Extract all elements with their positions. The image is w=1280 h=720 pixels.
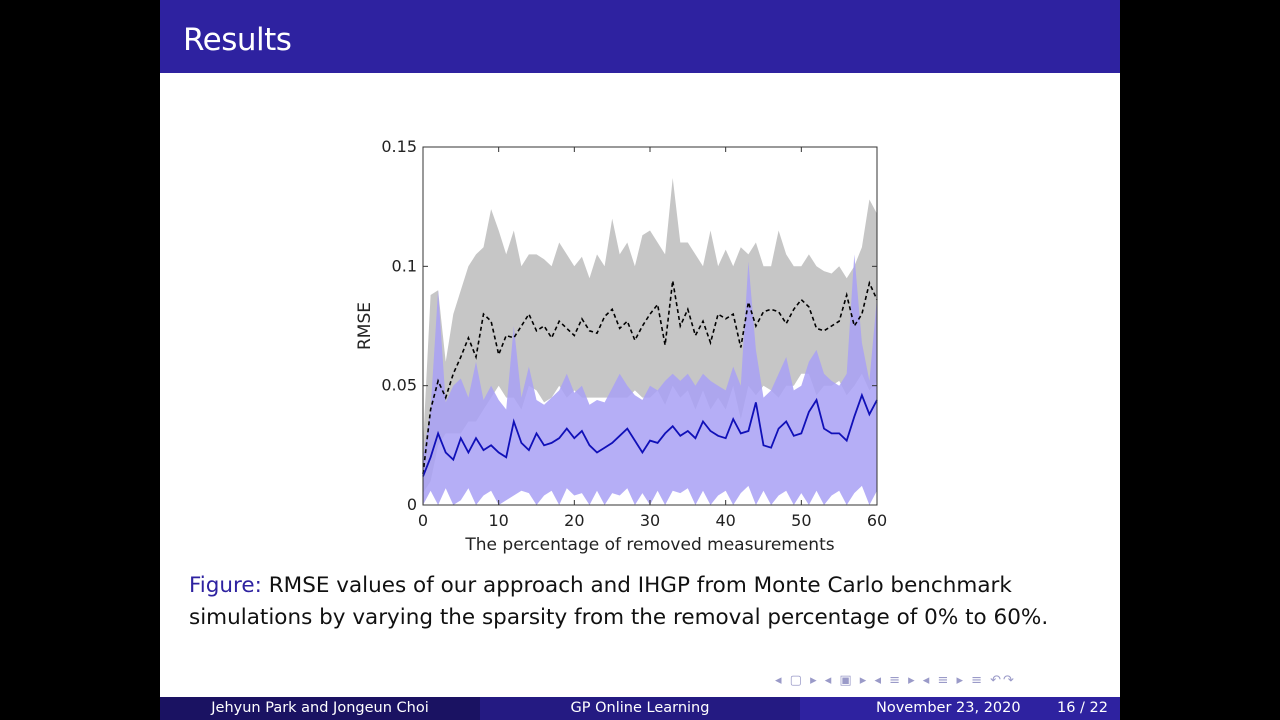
caption-text: RMSE values of our approach and IHGP fro…: [189, 573, 1049, 630]
y-axis-label: RMSE: [355, 302, 375, 350]
ihgp-confidence-band: [423, 178, 877, 494]
caption-lead: Figure:: [189, 573, 262, 598]
x-tick-label: 0: [418, 511, 428, 530]
footer-date: November 23, 2020: [876, 700, 1021, 716]
footer-page-number: 16 / 22: [1057, 700, 1109, 716]
x-tick-label: 50: [791, 511, 811, 530]
our-approach-mean-line: [422, 392, 878, 477]
x-tick-label: 60: [867, 511, 887, 530]
y-tick-label: 0.05: [381, 376, 417, 395]
x-tick-label: 30: [640, 511, 660, 530]
slide: Results 0 10 20 30 40 50 60 0 0.05 0.1 0.15 The per…: [160, 0, 1120, 720]
rmse-chart: 0 10 20 30 40 50 60 0 0.05 0.1 0.15 The percentage …: [355, 137, 887, 555]
x-tick-label: 40: [715, 511, 735, 530]
y-tick-label: 0.1: [392, 256, 417, 275]
title-bar: Results: [160, 0, 1120, 73]
footer-short-title: GP Online Learning: [480, 697, 800, 720]
x-axis-label: The percentage of removed measurements: [464, 535, 834, 555]
x-tick-label: 20: [564, 511, 584, 530]
footer: Jehyun Park and Jongeun Choi GP Online L…: [160, 697, 1120, 720]
y-tick-label: 0: [407, 495, 417, 514]
footer-right: November 23, 2020 16 / 22: [800, 697, 1120, 720]
footer-authors: Jehyun Park and Jongeun Choi: [160, 697, 480, 720]
beamer-navigation-icons[interactable]: ◂ ▢ ▸ ◂ ▣ ▸ ◂ ≡ ▸ ◂ ≡ ▸ ≡ ↶↷: [775, 673, 1016, 688]
y-tick-label: 0.15: [381, 137, 417, 156]
x-tick-label: 10: [488, 511, 508, 530]
figure-caption: Figure: RMSE values of our approach and …: [189, 570, 1089, 634]
slide-title: Results: [183, 22, 292, 58]
